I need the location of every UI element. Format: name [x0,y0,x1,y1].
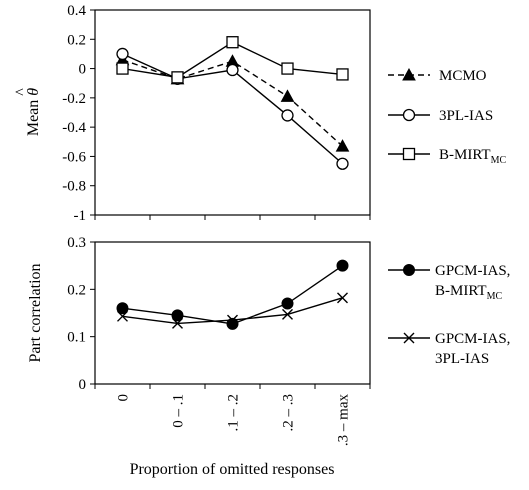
x-category-label: .3 – max [336,394,352,447]
data-point-0-2 [226,36,239,49]
data-point-0-0 [280,89,295,102]
series-line-1-0 [122,265,343,325]
data-point-0-2 [336,68,349,81]
x-category-label: .2 – .3 [281,394,297,432]
y-ticks-top: 0.4 0.2 0 -0.2 -0.4 -0.6 -0.8 -1 [62,3,95,224]
legend-label: B-MIRTMC [439,147,507,166]
data-point-1-1 [227,314,238,326]
x-category-labels: 0 0 – .1 .1 – .2 .2 – .3 .3 – max [116,394,352,447]
y-tick-label: 0 [79,377,87,393]
legend-marker [402,67,416,81]
x-ticks-top [94,215,371,220]
legend-marker [402,108,416,122]
data-point-0-2 [171,71,184,84]
y-tick-label: 0.2 [67,32,86,48]
legend-label: MCMO [439,68,487,84]
series-bottom [116,259,349,330]
data-point-1-0 [336,259,349,272]
legend-label: GPCM-IAS, [435,263,510,279]
legend-label: GPCM-IAS, [435,331,510,347]
mean-theta-chart: 0.4 0.2 0 -0.2 -0.4 -0.6 -0.8 -1 Mean θ ^ MCMO 3… [13,3,507,224]
y-tick-label: 0.4 [67,3,86,19]
y-axis-title-top: Mean θ [25,88,42,136]
x-category-label: 0 – .1 [171,394,187,428]
data-point-0-1 [281,109,294,122]
legend-marker [402,147,416,161]
data-point-1-0 [116,302,129,315]
x-category-label: 0 [116,394,132,402]
data-point-1-1 [337,292,348,304]
y-tick-label: 0.3 [67,235,86,251]
y-axis-title-hat: ^ [13,88,30,96]
data-point-1-1 [172,317,183,329]
y-ticks-bottom: 0.3 0.2 0.1 0 [67,235,95,393]
data-point-1-0 [226,317,239,330]
plot-area-bottom [94,241,371,385]
y-tick-label: 0 [79,62,87,78]
data-point-1-1 [117,310,128,322]
legend-label-line2: 3PL-IAS [435,351,489,367]
y-tick-label: 0.1 [67,330,86,346]
legend-marker [403,332,415,344]
data-point-0-1 [336,157,349,170]
data-point-0-1 [226,63,239,77]
part-correlation-chart: 0.3 0.2 0.1 0 Part correlation GPCM-IAS, B-M… [27,235,510,393]
x-axis-title: Proportion of omitted responses [130,461,335,478]
legend-marker [403,264,415,276]
data-point-1-0 [281,297,294,310]
y-tick-label: -0.8 [62,179,86,195]
plot-area-top [94,9,371,216]
legend-label-line2: B-MIRTMC [435,283,503,302]
data-point-0-0 [335,139,350,152]
x-ticks-bottom [94,384,371,389]
y-tick-label: -1 [74,208,87,224]
data-point-0-1 [116,47,129,61]
data-point-1-0 [171,309,184,322]
legend-label: 3PL-IAS [439,108,493,124]
legend-bottom: GPCM-IAS, B-MIRTMC GPCM-IAS, 3PL-IAS [388,263,510,367]
series-top [115,36,350,170]
y-tick-label: -0.2 [62,91,86,107]
y-tick-label: -0.4 [62,120,86,136]
y-tick-label: -0.6 [62,149,86,165]
y-tick-label: 0.2 [67,282,86,298]
x-category-label: .1 – .2 [226,394,242,432]
legend-top: MCMO 3PL-IAS B-MIRTMC [388,67,507,166]
y-axis-title-bottom: Part correlation [27,263,44,362]
data-point-1-1 [282,308,293,320]
data-point-0-2 [281,62,294,75]
data-point-0-2 [116,62,129,75]
